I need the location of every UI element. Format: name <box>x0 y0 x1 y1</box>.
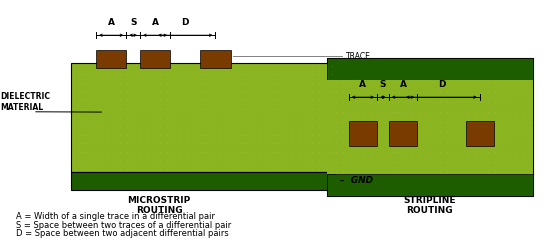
Text: MICROSTRIP
ROUTING: MICROSTRIP ROUTING <box>127 196 191 215</box>
Bar <box>71 172 335 190</box>
Bar <box>327 58 533 196</box>
Text: DIELECTRIC
MATERIAL: DIELECTRIC MATERIAL <box>0 92 50 113</box>
Bar <box>327 80 533 174</box>
Text: S: S <box>130 18 136 27</box>
Bar <box>389 122 417 146</box>
Text: A: A <box>108 18 115 27</box>
Bar <box>327 58 533 80</box>
Text: STRIPLINE
ROUTING: STRIPLINE ROUTING <box>403 196 456 215</box>
Text: S: S <box>380 80 386 89</box>
Text: S = Space between two traces of a differential pair: S = Space between two traces of a differ… <box>16 221 232 230</box>
Bar <box>327 174 533 196</box>
Bar <box>466 122 494 146</box>
Bar <box>71 63 335 172</box>
Text: A: A <box>152 18 159 27</box>
Text: A: A <box>360 80 366 89</box>
Text: A = Width of a single trace in a differential pair: A = Width of a single trace in a differe… <box>16 212 215 221</box>
Bar <box>349 122 377 146</box>
Text: TRACE: TRACE <box>346 52 371 61</box>
Text: –  GND: – GND <box>340 176 373 185</box>
Text: D: D <box>182 18 189 27</box>
Bar <box>200 50 231 68</box>
Bar <box>140 50 170 68</box>
Text: A: A <box>400 80 406 89</box>
Text: D: D <box>438 80 445 89</box>
Text: D = Space between two adjacent differential pairs: D = Space between two adjacent different… <box>16 229 229 238</box>
Bar <box>96 50 126 68</box>
